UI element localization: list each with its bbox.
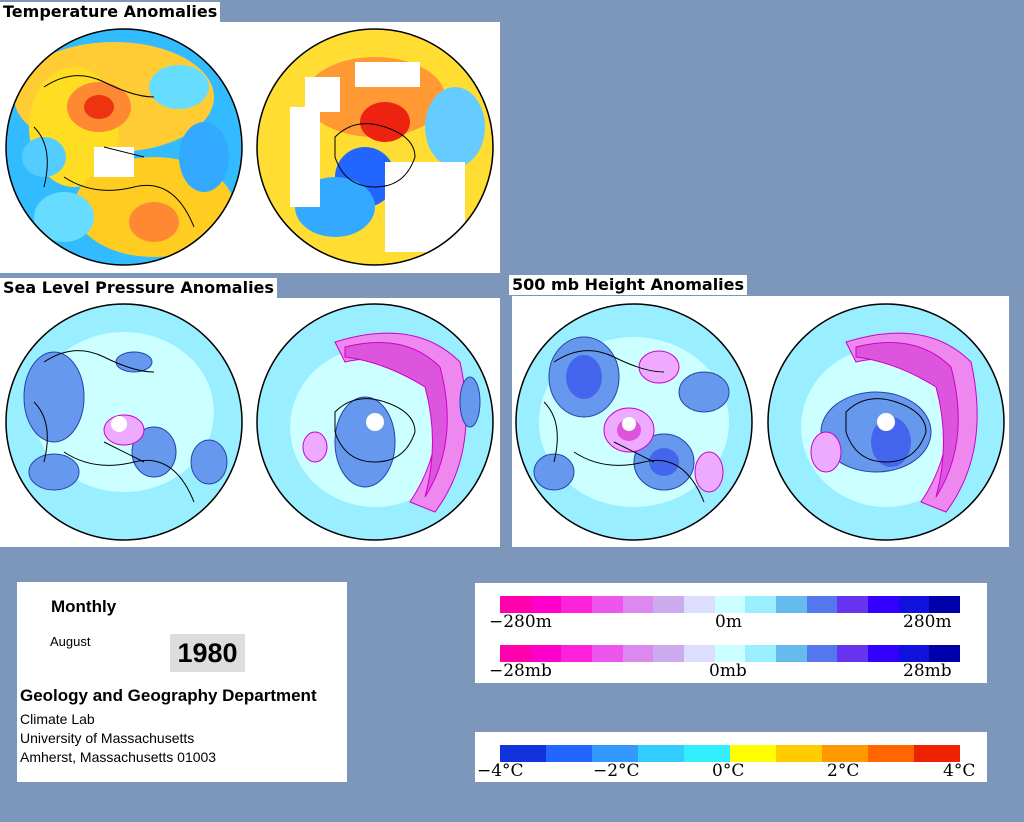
height-label-zero: 0m [715, 612, 742, 632]
colorbar-swatch [684, 745, 730, 762]
colorbar-swatch [622, 596, 654, 613]
pressure-label-zero: 0mb [709, 661, 747, 681]
slp-panel [0, 298, 500, 547]
colorbar-swatch [898, 596, 930, 613]
colorbar-swatch [868, 745, 914, 762]
temp-label-2: 2°C [827, 761, 860, 781]
slp-map-south [256, 303, 494, 541]
colorbar-swatch [776, 596, 807, 613]
temperature-colorbar [500, 745, 960, 762]
colorbar-swatch [745, 645, 777, 662]
colorbar-swatch [914, 745, 960, 762]
temperature-panel [0, 22, 500, 273]
colorbar-swatch [714, 596, 746, 613]
height-title: 500 mb Height Anomalies [509, 275, 748, 295]
lab-label: Climate Lab [20, 711, 95, 727]
colorbar-swatch [500, 745, 546, 762]
colorbar-swatch [822, 745, 868, 762]
colorbar-swatch [592, 745, 638, 762]
colorbar-swatch [561, 645, 593, 662]
colorbar-swatch [653, 645, 685, 662]
colorbar-swatch [806, 645, 838, 662]
height-map-south [767, 303, 1005, 541]
colorbar-swatch [546, 745, 592, 762]
colorbar-swatch [500, 596, 531, 613]
colorbar-swatch [561, 596, 593, 613]
slp-title: Sea Level Pressure Anomalies [0, 278, 277, 298]
colorbar-swatch [776, 745, 822, 762]
colorbar-swatch [929, 645, 961, 662]
temp-label-m4: −4°C [477, 761, 524, 781]
temp-label-m2: −2°C [593, 761, 640, 781]
info-box: Monthly August 1980 Geology and Geograph… [17, 582, 347, 782]
colorbar-swatch [730, 745, 776, 762]
department-label: Geology and Geography Department [20, 686, 317, 705]
colorbar-swatch [622, 645, 654, 662]
pressure-label-min: −28mb [489, 661, 552, 681]
pressure-colorbar [500, 645, 961, 662]
colorbar-swatch [684, 596, 715, 613]
colorbar-swatch [929, 596, 961, 613]
address-label: Amherst, Massachusetts 01003 [20, 749, 217, 765]
colorbar-swatch [684, 645, 715, 662]
pressure-label-max: 28mb [903, 661, 952, 681]
colorbar-swatch [868, 596, 899, 613]
colorbar-swatch [592, 596, 623, 613]
year-label: 1980 [170, 634, 245, 672]
colorbar-swatch [653, 596, 685, 613]
colorbar-swatch [714, 645, 746, 662]
colorbar-swatch [530, 645, 562, 662]
temperature-title: Temperature Anomalies [0, 2, 221, 22]
month-label: August [50, 634, 91, 649]
temperature-map-south [256, 28, 494, 266]
colorbar-swatch [776, 645, 807, 662]
colorbar-swatch [837, 596, 869, 613]
height-pressure-legend: −280m 0m 280m −28mb 0mb 28mb [475, 583, 987, 683]
colorbar-swatch [806, 596, 838, 613]
temp-label-0: 0°C [712, 761, 745, 781]
height-map-north [515, 303, 753, 541]
colorbar-swatch [500, 645, 531, 662]
temperature-legend: −4°C −2°C 0°C 2°C 4°C [475, 732, 987, 782]
university-label: University of Massachusetts [20, 730, 195, 746]
period-label: Monthly [51, 597, 117, 616]
height-label-min: −280m [489, 612, 552, 632]
colorbar-swatch [530, 596, 562, 613]
colorbar-swatch [745, 596, 777, 613]
height-panel [512, 296, 1009, 547]
slp-map-north [5, 303, 243, 541]
temperature-map-north [5, 28, 243, 266]
height-label-max: 280m [903, 612, 952, 632]
temp-label-4: 4°C [943, 761, 976, 781]
colorbar-swatch [638, 745, 684, 762]
colorbar-swatch [592, 645, 623, 662]
colorbar-swatch [898, 645, 930, 662]
colorbar-swatch [837, 645, 869, 662]
colorbar-swatch [868, 645, 899, 662]
height-colorbar [500, 596, 961, 613]
